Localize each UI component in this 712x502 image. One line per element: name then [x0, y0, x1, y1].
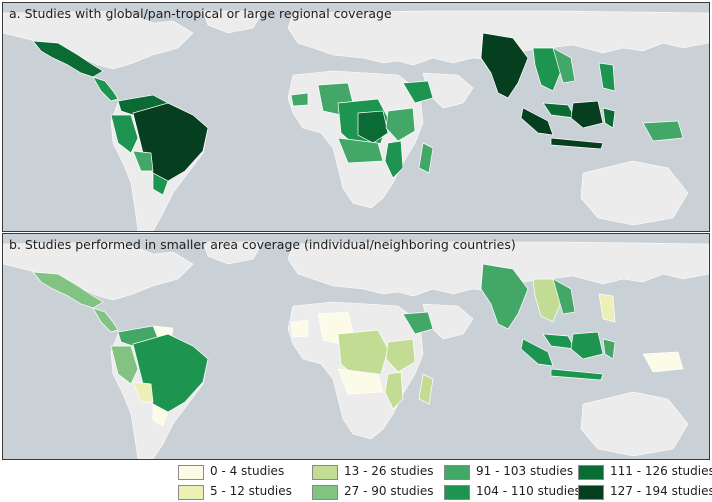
java-b	[550, 368, 604, 381]
kenya-tanzania-a	[385, 107, 416, 142]
peru-ecuador-a	[110, 114, 139, 154]
legend-label: 104 - 110 studies	[476, 484, 581, 498]
legend-label: 91 - 103 studies	[476, 464, 574, 478]
mozambique-a	[384, 140, 404, 179]
paraguay-a	[152, 172, 169, 196]
panel-a-title: a. Studies with global/pan-tropical or l…	[9, 6, 392, 21]
drc-a	[357, 110, 389, 144]
borneo-b	[570, 331, 604, 360]
angola-zambia-b	[337, 368, 384, 395]
legend-label: 127 - 194 studies	[610, 484, 712, 498]
bolivia-a	[132, 150, 154, 172]
sumatra-a	[520, 107, 554, 136]
legend-swatch	[578, 485, 604, 500]
legend-label: 27 - 90 studies	[344, 484, 434, 498]
malaysia-b	[542, 333, 576, 350]
madagascar-b	[418, 373, 434, 405]
legend-swatch	[312, 465, 338, 480]
sumatra-b	[520, 338, 554, 367]
legend-label: 0 - 4 studies	[210, 464, 285, 478]
sulawesi-a	[602, 107, 616, 129]
study-countries-a	[32, 32, 684, 196]
legend-swatch	[444, 485, 470, 500]
malaysia-a	[542, 102, 576, 119]
borneo-a	[570, 100, 604, 129]
panel-b-title: b. Studies performed in smaller area cov…	[9, 237, 516, 252]
ethiopia-b	[402, 311, 434, 335]
central-america-a	[92, 76, 119, 102]
congo-basin-b	[337, 329, 389, 380]
vietnam-laos-a	[552, 47, 576, 84]
legend-swatch	[578, 465, 604, 480]
legend-swatch	[178, 485, 204, 500]
ethiopia-a	[402, 80, 434, 104]
map-b-svg	[3, 241, 709, 459]
paraguay-b	[152, 403, 169, 427]
india-b	[480, 263, 529, 330]
new-guinea-b	[642, 351, 684, 373]
map-panel-b: b. Studies performed in smaller area cov…	[2, 233, 710, 460]
central-america-b	[92, 307, 119, 333]
mozambique-b	[384, 371, 404, 410]
legend-swatch	[178, 465, 204, 480]
study-countries-b	[32, 263, 684, 427]
map-legend: 0 - 4 studies 5 - 12 studies 13 - 26 stu…	[0, 461, 712, 502]
peru-ecuador-b	[110, 345, 139, 385]
map-panel-a: a. Studies with global/pan-tropical or l…	[2, 2, 710, 232]
legend-label: 111 - 126 studies	[610, 464, 712, 478]
philippines-a	[598, 62, 616, 92]
kenya-tanzania-b	[385, 338, 416, 373]
sulawesi-b	[602, 338, 616, 360]
legend-label: 13 - 26 studies	[344, 464, 434, 478]
philippines-b	[598, 293, 616, 323]
west-africa-b	[290, 319, 309, 338]
legend-swatch	[312, 485, 338, 500]
india-a	[480, 32, 529, 99]
angola-zambia-a	[337, 137, 384, 164]
map-a-svg	[3, 10, 709, 231]
madagascar-a	[418, 142, 434, 174]
legend-label: 5 - 12 studies	[210, 484, 292, 498]
legend-swatch	[444, 465, 470, 480]
west-africa-a	[290, 92, 309, 107]
vietnam-laos-b	[552, 278, 576, 315]
java-a	[550, 137, 604, 150]
bolivia-b	[132, 381, 154, 403]
new-guinea-a	[642, 120, 684, 142]
